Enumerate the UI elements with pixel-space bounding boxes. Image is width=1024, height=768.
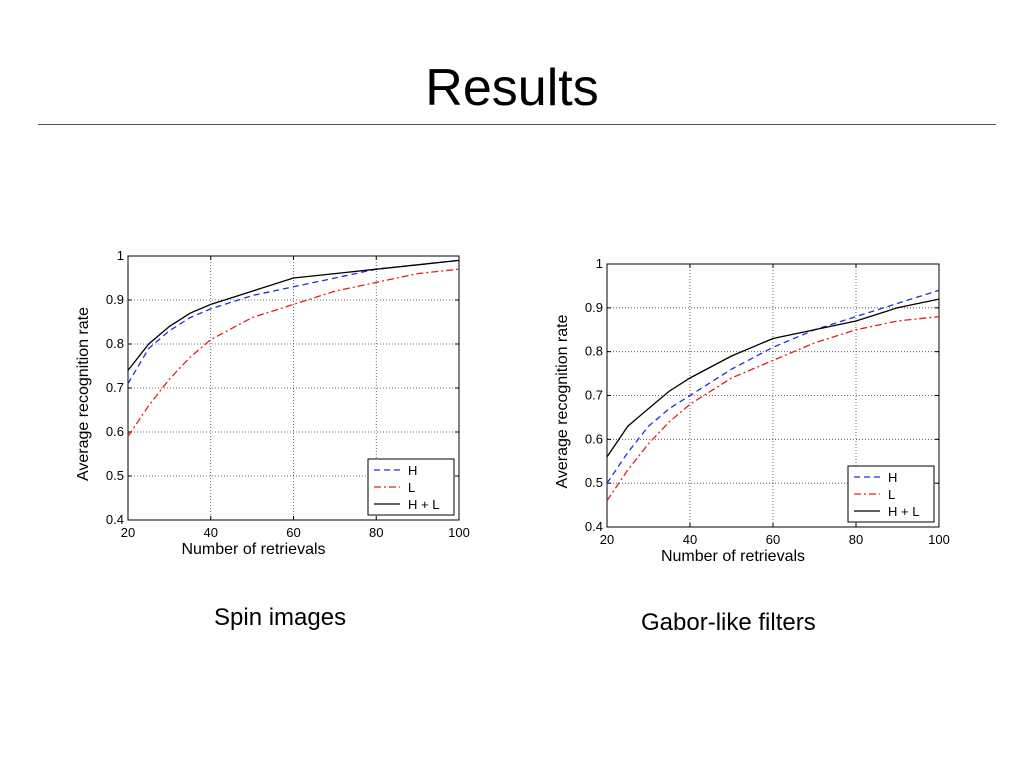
- legend-label-3: H + L: [408, 497, 439, 512]
- y-tick-label: 0.7: [106, 380, 124, 395]
- x-tick-label: 40: [204, 525, 218, 540]
- x-tick-label: 100: [928, 532, 950, 547]
- x-tick-label: 40: [683, 532, 697, 547]
- title-divider: [38, 124, 996, 125]
- y-tick-label: 0.4: [106, 512, 124, 527]
- legend-label-1: H: [888, 470, 897, 485]
- y-axis-label: Average recognition rate: [554, 314, 571, 488]
- y-tick-label: 0.5: [585, 475, 603, 490]
- y-tick-label: 0.4: [585, 519, 603, 534]
- x-axis-label: Number of retrievals: [181, 541, 325, 558]
- y-tick-label: 0.5: [106, 468, 124, 483]
- slide-title: Results: [425, 59, 599, 117]
- legend-label-2: L: [408, 480, 415, 495]
- series-line-2: [127, 268, 460, 437]
- x-tick-label: 80: [849, 532, 863, 547]
- chart-caption-spin-images: Spin images: [214, 604, 347, 631]
- legend-box: [367, 458, 455, 516]
- y-tick-label: 0.9: [106, 292, 124, 307]
- legend-box: [847, 465, 935, 523]
- legend-label-3: H + L: [888, 504, 919, 519]
- legend-label-1: H: [408, 463, 417, 478]
- y-tick-label: 1: [117, 248, 124, 263]
- y-axis-label: Average recognition rate: [75, 307, 92, 481]
- series-line-2: [606, 315, 940, 502]
- x-axis-label: Number of retrievals: [661, 548, 805, 565]
- y-tick-label: 0.9: [585, 300, 603, 315]
- x-tick-label: 20: [600, 532, 614, 547]
- chart-2: 20 40 60 80 100 0.4 0.5 0.6 0.7 0.8 0.9 1 Number of …: [554, 256, 950, 565]
- series-line-3: [127, 259, 460, 371]
- y-tick-label: 0.7: [585, 388, 603, 403]
- x-tick-label: 80: [369, 525, 383, 540]
- y-tick-label: 0.6: [106, 424, 124, 439]
- legend: HL H + L: [847, 465, 935, 523]
- x-tick-label: 60: [286, 525, 300, 540]
- y-tick-label: 1: [596, 256, 603, 271]
- legend-label-2: L: [888, 487, 895, 502]
- y-tick-label: 0.8: [106, 336, 124, 351]
- series-line-1: [606, 289, 940, 484]
- x-tick-label: 20: [121, 525, 135, 540]
- series-line-3: [606, 298, 940, 458]
- x-tick-label: 100: [448, 525, 470, 540]
- chart-caption-gabor-filters: Gabor-like filters: [641, 609, 816, 636]
- legend: HL H + L: [367, 458, 455, 516]
- x-tick-label: 60: [766, 532, 780, 547]
- y-tick-label: 0.6: [585, 431, 603, 446]
- y-tick-label: 0.8: [585, 344, 603, 359]
- chart-1: 20 40 60 80 100 0.4 0.5 0.6 0.7 0.8 0.9 1 Number of …: [75, 248, 470, 558]
